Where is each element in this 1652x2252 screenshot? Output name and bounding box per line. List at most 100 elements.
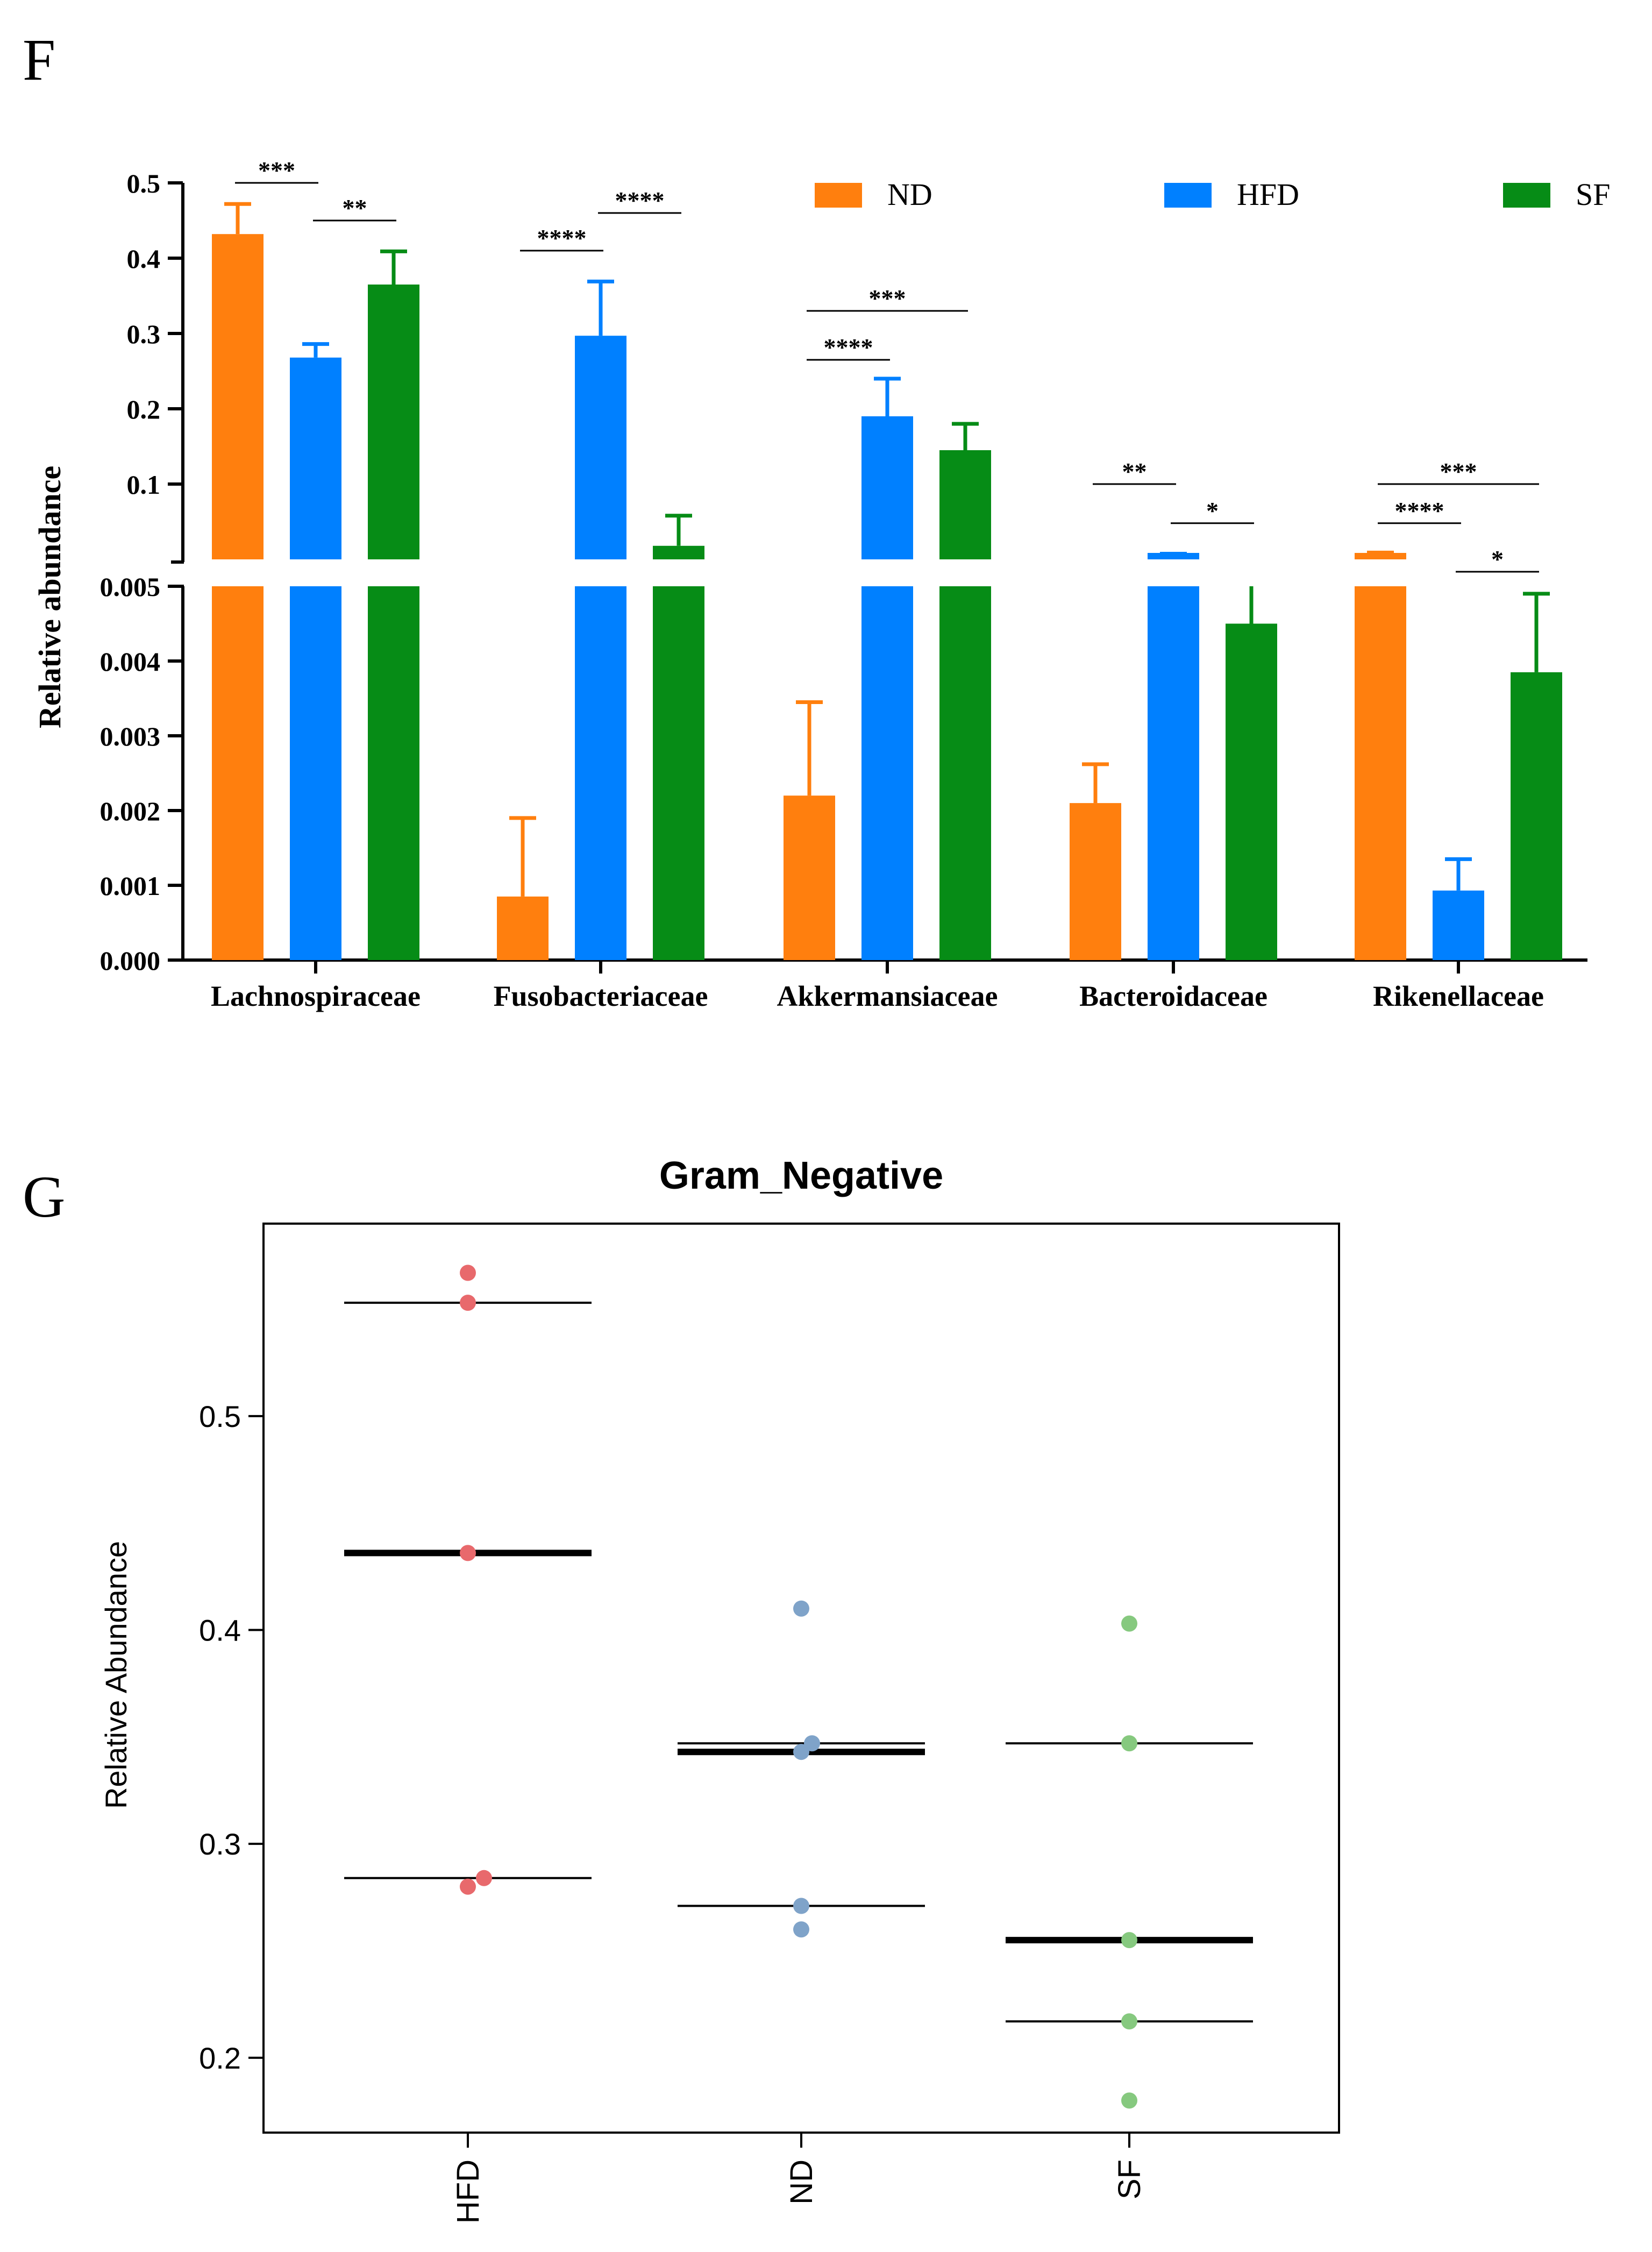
bar-group-nd	[1355, 550, 1406, 960]
scatter-chart-x-tick-label: SF	[1112, 2159, 1147, 2199]
bar-group-sf	[368, 249, 419, 960]
bar	[861, 416, 913, 559]
legend-swatch-nd	[815, 183, 862, 208]
bar	[939, 450, 991, 559]
significance-label: ***	[1440, 458, 1477, 485]
scatter-chart-points	[460, 1264, 1137, 2109]
scatter-chart-y-axis-label: Relative Abundance	[99, 1541, 133, 1809]
bar	[212, 586, 264, 960]
scatter-chart-summary-lines	[344, 1302, 1253, 2023]
bar-group-sf	[1226, 586, 1277, 960]
bar	[497, 896, 549, 960]
legend-label-hfd: HFD	[1237, 177, 1299, 212]
bar-chart-y-tick-label: 0.000	[100, 946, 161, 976]
bar-chart-y-tick-label: 0.002	[100, 796, 161, 826]
bar-chart-significance: *******************************	[235, 157, 1539, 573]
bar-chart-legend: ND HFD SF	[815, 177, 1611, 212]
bar-chart-x-tick-label: Bacteroidaceae	[1079, 980, 1268, 1012]
bar-chart-y-tick-label: 0.1	[127, 470, 161, 500]
bar-group-sf	[1511, 592, 1562, 960]
bar	[212, 234, 264, 559]
data-point-hfd	[460, 1878, 476, 1895]
bar	[1355, 553, 1406, 559]
bar-chart-x-tick-label: Rikenellaceae	[1373, 980, 1544, 1012]
bar	[1226, 623, 1277, 960]
bar-chart-ticks: 0.1 0.2 0.3 0.4 0.5 0.000 0.001 0.002 0.003 0.004…	[100, 168, 183, 976]
bar-chart-y-tick-label: 0.001	[100, 871, 161, 901]
bar-group-nd	[1070, 762, 1121, 960]
scatter-chart-title: Gram_Negative	[659, 1154, 943, 1197]
data-point-hfd	[460, 1545, 476, 1561]
bar	[1148, 586, 1199, 960]
bar-chart-y-tick-label: 0.3	[127, 319, 161, 349]
significance-label: ***	[258, 157, 295, 184]
legend-label-nd: ND	[887, 177, 932, 212]
bar	[653, 545, 704, 559]
bar	[368, 285, 419, 559]
bar-group-nd	[497, 816, 549, 960]
bar-chart-x-tick-label: Lachnospiraceae	[211, 980, 421, 1012]
bar-chart-y-tick-label: 0.4	[127, 244, 161, 274]
bar-chart-y-tick-label: 0.004	[100, 647, 161, 677]
bar-chart-y-tick-label: 0.005	[100, 572, 161, 602]
scatter-chart-y-tick-label: 0.5	[199, 1399, 241, 1433]
data-point-hfd	[476, 1870, 492, 1886]
bar-chart-panel: Relative abundance 0.10.20.30.40.50.0000…	[32, 157, 1611, 1012]
bar	[1070, 803, 1121, 960]
data-point-sf	[1121, 1615, 1137, 1632]
scatter-chart-x-tick-label: ND	[784, 2159, 819, 2205]
significance-label: *	[1206, 497, 1219, 524]
bar-chart-bars	[212, 202, 1562, 960]
bar-group-nd	[784, 700, 835, 960]
data-point-nd	[804, 1735, 820, 1752]
data-point-nd	[793, 1600, 809, 1617]
bar	[1355, 586, 1406, 960]
scatter-chart-panel: Gram_Negative Relative Abundance 0.20.30…	[99, 1154, 1340, 2223]
significance-label: ****	[615, 187, 665, 214]
bar	[1433, 890, 1484, 960]
bar-group-hfd	[861, 376, 913, 960]
bar	[575, 586, 626, 960]
data-point-hfd	[460, 1264, 476, 1281]
significance-label: ****	[537, 224, 587, 252]
legend-swatch-sf	[1503, 183, 1550, 208]
scatter-chart-axes: 0.2 0.3 0.4 0.5	[199, 1399, 264, 2075]
bar	[861, 586, 913, 960]
bar-group-sf	[939, 422, 991, 960]
bar	[939, 586, 991, 960]
significance-label: **	[343, 194, 367, 222]
bar-chart-y-tick-label: 0.2	[127, 394, 161, 424]
bar	[784, 795, 835, 960]
bar-group-hfd	[1148, 552, 1199, 960]
bar-chart-y-tick-label: 0.003	[100, 721, 161, 751]
bar	[653, 586, 704, 960]
data-point-nd	[793, 1744, 809, 1760]
bar-group-hfd	[575, 279, 626, 960]
data-point-sf	[1121, 2013, 1137, 2030]
significance-label: ****	[824, 333, 873, 361]
legend-swatch-hfd	[1164, 183, 1212, 208]
significance-label: ***	[869, 285, 906, 312]
significance-label: ****	[1395, 497, 1444, 524]
bar-chart-x-tick-label: Fusobacteriaceae	[494, 980, 708, 1012]
bar	[290, 586, 341, 960]
bar-group-sf	[653, 514, 704, 960]
data-point-sf	[1121, 1932, 1137, 1949]
data-point-sf	[1121, 2092, 1137, 2109]
bar-chart-x-labels: Lachnospiraceae Fusobacteriaceae Akkermans…	[211, 960, 1544, 1012]
scatter-chart-frame	[262, 1223, 1340, 2134]
bar	[368, 586, 419, 960]
bar-group-hfd	[1433, 857, 1484, 960]
scatter-chart-y-tick-label: 0.4	[199, 1614, 241, 1647]
scatter-chart-x-tick-label: HFD	[451, 2159, 486, 2223]
panel-label-g: G	[23, 1164, 65, 1230]
scatter-chart-y-tick-label: 0.2	[199, 2041, 241, 2075]
scatter-chart-x-labels: HFD ND SF	[451, 2133, 1147, 2223]
panel-label-f: F	[23, 27, 55, 93]
legend-label-sf: SF	[1576, 177, 1611, 212]
bar-group-hfd	[290, 342, 341, 960]
bar	[290, 357, 341, 559]
significance-label: **	[1122, 458, 1147, 485]
bar-chart-y-tick-label: 0.5	[127, 168, 161, 198]
